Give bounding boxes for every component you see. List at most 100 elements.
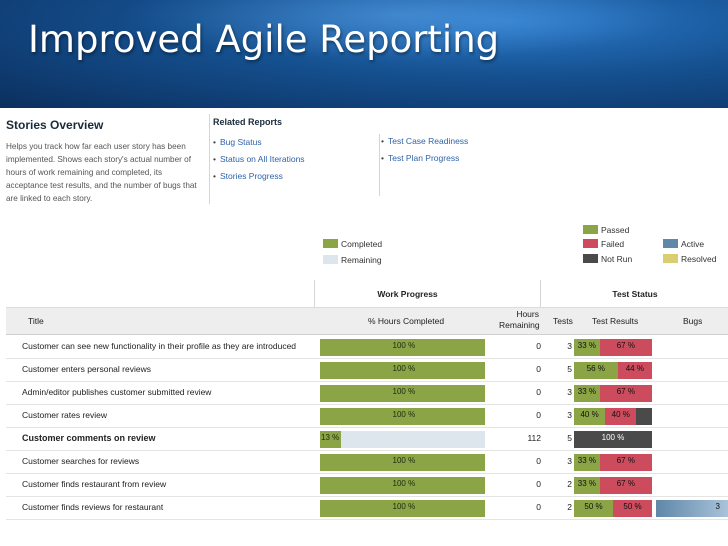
related-link-label: Test Plan Progress: [387, 153, 460, 163]
test-passed-segment: 33 %: [574, 385, 600, 402]
test-results-bar: 33 % 67 %: [574, 339, 652, 356]
test-status-header: Test Status: [612, 289, 658, 299]
test-results-bar: 40 % 40 %: [574, 408, 652, 425]
test-failed-segment: 67 %: [599, 477, 652, 494]
story-title[interactable]: Customer searches for reviews: [22, 456, 140, 466]
work-completed-label: 13 %: [321, 433, 340, 442]
work-progress-header: Work Progress: [377, 289, 438, 299]
related-link-label: Bug Status: [219, 137, 262, 147]
test-passed-segment: 33 %: [574, 477, 600, 494]
test-count: 2: [567, 479, 572, 489]
hours-remaining: 0: [536, 387, 541, 397]
work-completed-label: 100 %: [392, 341, 416, 350]
test-passed-segment: 56 %: [574, 362, 618, 379]
test-failed-label: 40 %: [611, 410, 630, 419]
table-row[interactable]: Customer rates review 100 % 0 3 40 % 40 %: [6, 405, 728, 428]
related-link-stories-progress[interactable]: • Stories Progress: [213, 171, 283, 181]
test-passed-label: 33 %: [577, 387, 596, 396]
work-completed-label: 100 %: [392, 364, 416, 373]
column-header-title[interactable]: Title: [28, 316, 44, 326]
test-failed-segment: 50 %: [613, 500, 652, 517]
story-title[interactable]: Customer enters personal reviews: [22, 364, 151, 374]
bullet-icon: •: [381, 136, 384, 146]
story-title[interactable]: Customer rates review: [22, 410, 108, 420]
legend-label: Failed: [601, 239, 625, 249]
legend-swatch: [323, 255, 338, 264]
work-completed-fill: [320, 500, 485, 517]
legend-label: Remaining: [341, 255, 382, 265]
test-results-bar: 33 % 67 %: [574, 385, 652, 402]
column-header-test-results[interactable]: Test Results: [592, 316, 639, 326]
hours-remaining: 0: [536, 502, 541, 512]
test-count: 3: [567, 341, 572, 351]
hours-remaining: 0: [536, 410, 541, 420]
test-failed-label: 67 %: [616, 456, 635, 465]
table-row[interactable]: Customer searches for reviews 100 % 0 3 33 %…: [6, 451, 728, 474]
related-link-status-iterations[interactable]: • Status on All Iterations: [213, 154, 305, 164]
work-completed-label: 100 %: [392, 387, 416, 396]
related-link-test-plan-progress[interactable]: • Test Plan Progress: [381, 153, 459, 163]
column-header-bugs[interactable]: Bugs: [683, 316, 703, 326]
report-content: Stories Overview Helps you track how far…: [0, 108, 728, 546]
slide-title: Improved Agile Reporting: [28, 18, 500, 61]
active-bugs-bar[interactable]: 3: [656, 500, 728, 517]
table-row[interactable]: Customer enters personal reviews 100 % 0 5 5…: [6, 359, 728, 382]
legend-swatch: [323, 239, 338, 248]
work-completed-label: 100 %: [392, 456, 416, 465]
table-row[interactable]: Customer comments on review 13 % 112 5 100 %: [6, 428, 728, 451]
test-failed-label: 67 %: [616, 387, 635, 396]
test-count: 5: [567, 433, 572, 443]
bullet-icon: •: [213, 171, 216, 181]
hours-remaining: 112: [527, 433, 541, 443]
test-count: 3: [567, 410, 572, 420]
work-progress-bar: 100 %: [320, 454, 485, 471]
test-count: 5: [567, 364, 572, 374]
test-failed-label: 67 %: [616, 341, 635, 350]
test-failed-label: 50 %: [623, 502, 642, 511]
story-title[interactable]: Customer comments on review: [22, 433, 156, 443]
column-header-hours-completed[interactable]: % Hours Completed: [368, 316, 445, 326]
test-results-bar: 56 % 44 %: [574, 362, 652, 379]
legend-swatch: [583, 254, 598, 263]
work-progress-bar: 100 %: [320, 362, 485, 379]
test-failed-segment: 67 %: [599, 454, 652, 471]
table-row[interactable]: Customer finds restaurant from review 100…: [6, 474, 728, 497]
story-title[interactable]: Customer finds restaurant from review: [22, 479, 167, 489]
legend-passed: Passed: [583, 225, 629, 235]
story-title[interactable]: Customer finds reviews for restaurant: [22, 502, 164, 512]
related-link-bug-status[interactable]: • Bug Status: [213, 137, 262, 147]
test-notrun-segment: [636, 408, 652, 425]
story-title[interactable]: Customer can see new functionality in th…: [22, 341, 297, 351]
work-completed-fill: [320, 431, 342, 448]
related-link-label: Test Case Readiness: [387, 136, 469, 146]
legend-swatch: [663, 239, 678, 248]
column-header-tests[interactable]: Tests: [553, 316, 573, 326]
legend-resolved: Resolved: [663, 254, 716, 264]
test-failed-segment: 67 %: [599, 339, 652, 356]
test-passed-label: 33 %: [577, 456, 596, 465]
bullet-icon: •: [381, 153, 384, 163]
report-description: Helps you track how far each user story …: [6, 142, 197, 203]
table-row[interactable]: Admin/editor publishes customer submitte…: [6, 382, 728, 405]
story-title[interactable]: Admin/editor publishes customer submitte…: [22, 387, 212, 397]
work-progress-bar: 100 %: [320, 477, 485, 494]
hours-remaining: 0: [536, 479, 541, 489]
divider: [209, 114, 210, 204]
test-count: 2: [567, 502, 572, 512]
test-failed-segment: 40 %: [605, 408, 637, 425]
legend-label: Not Run: [601, 254, 633, 264]
test-results-bar: 33 % 67 %: [574, 477, 652, 494]
work-completed-fill: [320, 454, 485, 471]
test-passed-segment: 33 %: [574, 339, 600, 356]
column-header-hours-remaining[interactable]: Hours Remaining: [499, 309, 540, 330]
test-notrun-segment: 100 %: [574, 431, 652, 448]
report-title: Stories Overview: [6, 118, 104, 132]
work-completed-label: 100 %: [392, 479, 416, 488]
bullet-icon: •: [213, 154, 216, 164]
related-link-test-case-readiness[interactable]: • Test Case Readiness: [381, 136, 468, 146]
table-row[interactable]: Customer can see new functionality in th…: [6, 336, 728, 359]
table-row[interactable]: Customer finds reviews for restaurant 100…: [6, 497, 728, 520]
legend-completed: Completed: [323, 239, 382, 249]
work-progress-bar: 100 %: [320, 408, 485, 425]
test-notrun-label: 100 %: [601, 433, 625, 442]
